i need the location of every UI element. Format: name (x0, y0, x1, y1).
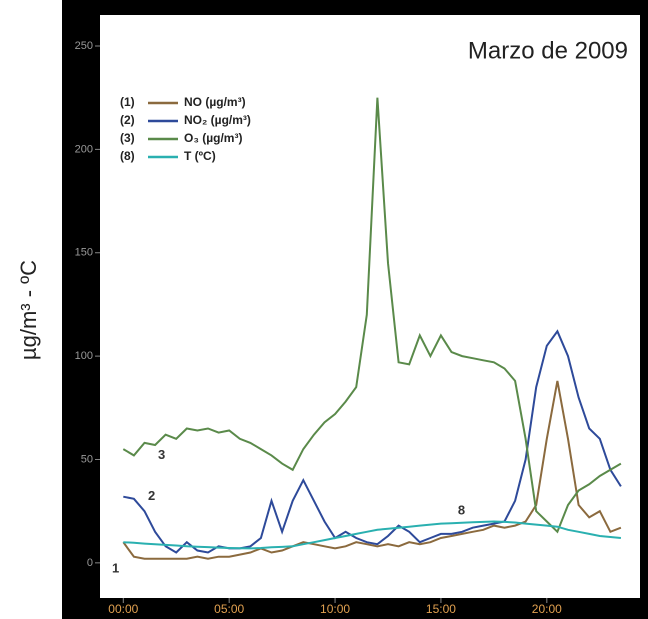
chart-title: Marzo de 2009 (468, 37, 628, 64)
plot-area (100, 15, 640, 598)
series-line (122, 380, 622, 560)
x-tick-label: 00:00 (108, 602, 138, 616)
y-tick-label: 0 (87, 557, 93, 569)
series-line (122, 97, 622, 534)
line-tag: 8 (458, 503, 465, 518)
line-tag: 3 (158, 447, 165, 462)
legend-label: O₃ (µg/m³) (184, 131, 242, 145)
y-tick-label: 200 (75, 143, 93, 155)
x-tick-label: 05:00 (214, 602, 244, 616)
legend-id: (2) (120, 113, 135, 127)
x-tick-label: 15:00 (426, 602, 456, 616)
series-line (123, 520, 621, 550)
y-tick-label: 50 (81, 453, 93, 465)
y-axis-label: µg/m³ - ºC (16, 260, 41, 360)
legend-label: NO₂ (µg/m³) (184, 113, 251, 127)
legend-id: (3) (120, 131, 135, 145)
x-tick-label: 20:00 (532, 602, 562, 616)
legend-id: (8) (120, 149, 135, 163)
y-tick-label: 150 (75, 247, 93, 259)
y-tick-label: 100 (75, 350, 93, 362)
y-tick-label: 250 (75, 40, 93, 52)
series-line (123, 329, 622, 554)
legend-label: T (ºC) (184, 149, 216, 163)
legend-id: (1) (120, 95, 135, 109)
x-tick-label: 10:00 (320, 602, 350, 616)
legend-label: NO (µg/m³) (184, 95, 246, 109)
line-tag: 1 (112, 560, 119, 575)
line-tag: 2 (148, 488, 155, 503)
